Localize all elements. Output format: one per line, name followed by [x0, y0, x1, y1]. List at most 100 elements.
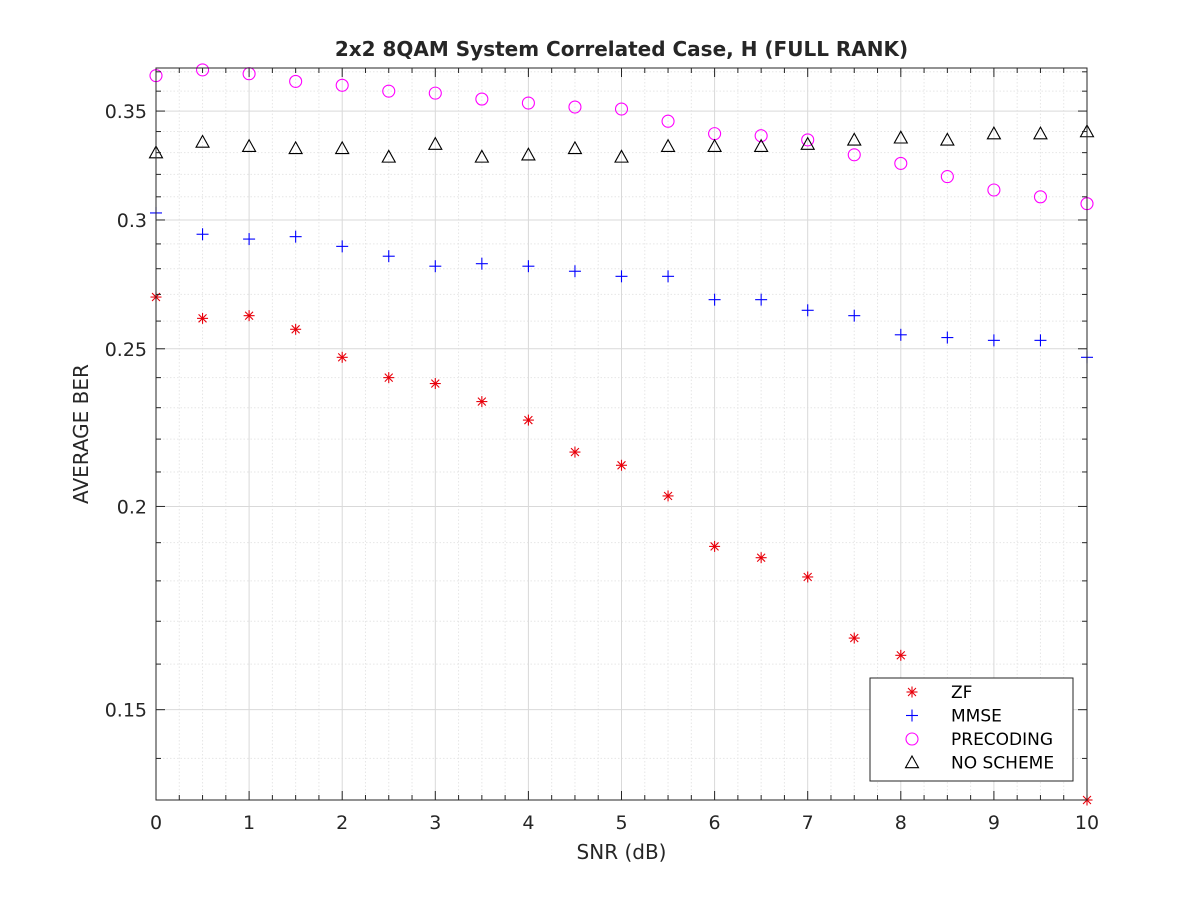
legend-label: PRECODING [951, 730, 1053, 750]
data-point [893, 130, 909, 144]
data-point [802, 571, 814, 583]
data-point [848, 632, 860, 644]
data-point [940, 170, 954, 184]
data-point [615, 270, 628, 283]
data-point [1033, 190, 1047, 204]
data-point [660, 138, 676, 152]
data-point [289, 230, 302, 243]
data-point [801, 133, 815, 147]
x-tick-label: 9 [988, 812, 1000, 834]
legend-marker [905, 732, 919, 746]
legend-marker [904, 754, 920, 769]
data-point [195, 134, 210, 148]
data-point [196, 63, 210, 77]
legend-box [869, 677, 1074, 782]
chart-title: 2x2 8QAM System Correlated Case, H (FULL… [335, 37, 908, 61]
data-point [336, 240, 349, 253]
data-point [382, 250, 395, 263]
data-point [987, 183, 1001, 197]
x-tick-label: 5 [615, 812, 627, 834]
data-point [847, 148, 861, 162]
x-tick-label: 10 [1075, 812, 1099, 834]
legend-marker [906, 686, 918, 698]
data-point [383, 372, 395, 384]
data-point [662, 490, 674, 502]
data-point [986, 125, 1002, 140]
data-point [941, 331, 954, 344]
data-point [800, 136, 816, 150]
data-point [1034, 334, 1047, 347]
data-point [334, 140, 350, 155]
data-point [288, 140, 304, 155]
data-point [568, 265, 581, 278]
data-point [427, 136, 443, 150]
data-point [987, 334, 1000, 347]
x-tick-label: 7 [802, 812, 814, 834]
data-point [522, 260, 535, 273]
data-point [709, 540, 721, 552]
data-point [197, 312, 209, 324]
data-point [894, 156, 908, 170]
x-tick-label: 2 [336, 812, 348, 834]
data-point [755, 293, 768, 306]
data-point [475, 92, 489, 106]
data-point [614, 102, 629, 116]
data-point [243, 233, 256, 246]
y-tick-label: 0.25 [105, 339, 147, 361]
data-point [428, 86, 442, 100]
data-point [708, 293, 721, 306]
x-tick-label: 0 [150, 812, 162, 834]
data-point [754, 129, 768, 143]
y-axis-label: AVERAGE BER [69, 364, 93, 504]
data-point [290, 323, 302, 335]
data-point [520, 147, 536, 161]
data-point [336, 351, 348, 363]
data-point [429, 378, 441, 390]
x-tick-label: 4 [522, 812, 534, 834]
data-point [476, 396, 488, 408]
data-point [568, 100, 582, 114]
data-point [614, 149, 629, 163]
legend-label: NO SCHEME [951, 754, 1054, 774]
x-tick-label: 1 [243, 812, 255, 834]
data-point [289, 74, 303, 88]
data-point [1033, 125, 1048, 140]
y-tick-label: 0.35 [105, 101, 147, 123]
data-point [475, 257, 488, 270]
data-point [753, 138, 769, 152]
data-point [661, 114, 675, 128]
data-point [567, 140, 583, 155]
data-point [616, 459, 627, 471]
data-point [707, 138, 723, 152]
data-point [801, 304, 814, 317]
data-point [939, 132, 955, 146]
data-point [429, 260, 442, 273]
data-point [522, 414, 534, 426]
data-point [243, 310, 255, 322]
data-point [381, 149, 397, 163]
x-axis-label: SNR (dB) [577, 840, 667, 864]
legend-label: ZF [951, 683, 972, 703]
data-point [241, 138, 257, 152]
data-point [755, 552, 767, 564]
data-point [382, 84, 396, 98]
legend-marker [906, 709, 918, 722]
data-point [474, 149, 490, 163]
x-tick-label: 8 [895, 812, 907, 834]
data-point [521, 96, 535, 110]
data-point [895, 649, 907, 661]
data-point [335, 78, 349, 92]
legend-label: MMSE [951, 707, 1002, 727]
legend: ZF MMSE PRECODING NO SCHEME [869, 677, 1074, 782]
data-point [894, 328, 907, 341]
x-tick-label: 3 [429, 812, 441, 834]
y-tick-label: 0.3 [117, 210, 147, 232]
y-tick-label: 0.15 [105, 700, 147, 722]
data-point [846, 132, 862, 146]
data-point [196, 228, 209, 241]
y-tick-label: 0.2 [117, 496, 147, 518]
data-point [569, 446, 581, 458]
data-point [848, 309, 861, 322]
data-point [662, 270, 675, 283]
